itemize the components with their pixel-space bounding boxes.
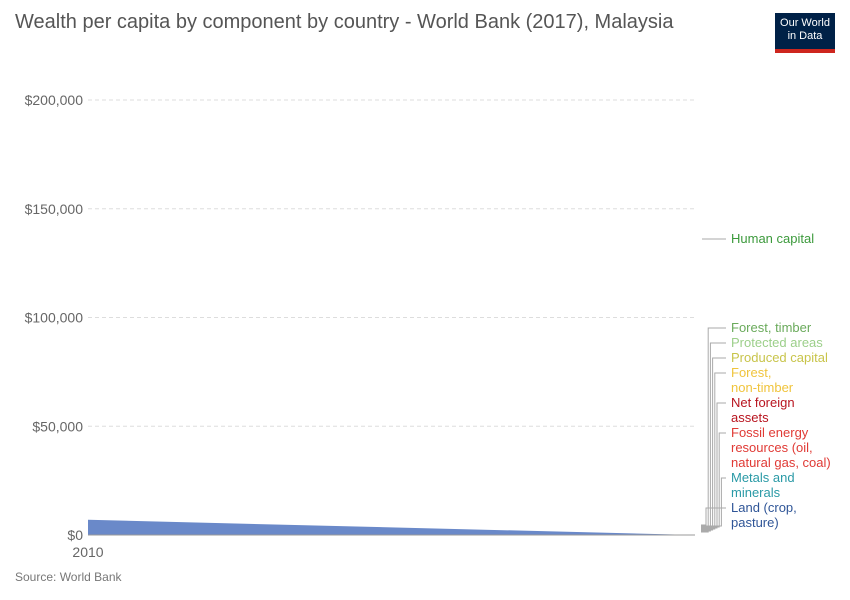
legend-connector xyxy=(701,432,726,528)
logo-line-1: Our World xyxy=(780,17,830,29)
legend-label: non-timber xyxy=(731,380,794,395)
legend-label: minerals xyxy=(731,485,781,500)
legend-label: Produced capital xyxy=(731,350,828,365)
area-fill xyxy=(88,519,695,535)
legend-connector xyxy=(701,507,726,526)
legend-label: Land (crop, xyxy=(731,500,797,515)
legend-label: Protected areas xyxy=(731,335,823,350)
legend-label: natural gas, coal) xyxy=(731,455,831,470)
legend-label: Forest, timber xyxy=(731,320,812,335)
legend-connector xyxy=(701,327,726,533)
legend-label: resources (oil, xyxy=(731,440,813,455)
logo-line-2: in Data xyxy=(787,30,823,42)
y-tick-label: $100,000 xyxy=(25,310,84,326)
y-tick-label: $0 xyxy=(67,527,83,543)
legend-connector xyxy=(701,342,726,532)
legend-connector xyxy=(701,372,726,530)
y-tick-label: $50,000 xyxy=(32,418,83,434)
legend-connector xyxy=(701,357,726,531)
legend-label: Fossil energy xyxy=(731,425,809,440)
chart-title: Wealth per capita by component by countr… xyxy=(15,11,674,33)
owid-logo[interactable]: Our World in Data xyxy=(775,13,835,53)
legend-connector xyxy=(701,402,726,529)
legend-label: assets xyxy=(731,410,769,425)
legend-connector xyxy=(701,477,726,527)
y-tick-label: $150,000 xyxy=(25,201,84,217)
x-tick-label: 2010 xyxy=(72,544,103,560)
legend-label: Human capital xyxy=(731,231,814,246)
legend-label: Forest, xyxy=(731,365,771,380)
source-note[interactable]: Source: World Bank xyxy=(15,570,122,584)
y-tick-label: $200,000 xyxy=(25,92,84,108)
legend-label: Net foreign xyxy=(731,395,795,410)
legend-label: pasture) xyxy=(731,515,779,530)
legend-label: Metals and xyxy=(731,470,795,485)
